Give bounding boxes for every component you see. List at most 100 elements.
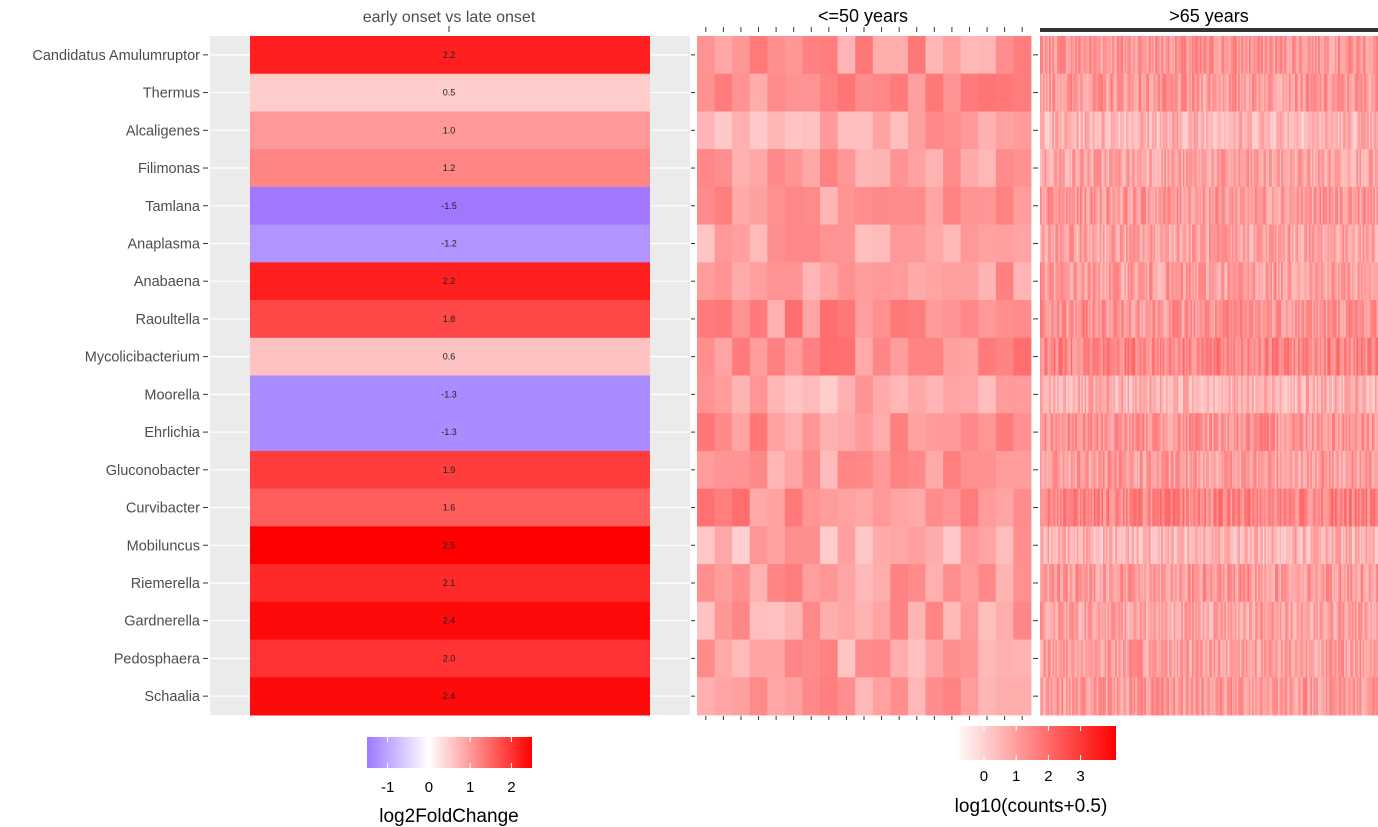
gt65-cell [1083, 111, 1085, 150]
gt65-cell [1141, 262, 1144, 301]
gt65-cell [1144, 73, 1147, 112]
le50-cell [749, 488, 768, 527]
le50-cell [943, 488, 962, 527]
gt65-cell [1295, 564, 1297, 603]
gt65-cell [1155, 149, 1158, 188]
gt65-cell [1205, 413, 1208, 452]
gt65-cell [1102, 677, 1105, 716]
gt65-cell [1204, 413, 1207, 452]
le50-cell [978, 262, 997, 301]
gt65-cell [1313, 564, 1316, 603]
gt65-cell [1219, 186, 1222, 226]
gt65-cell [1138, 186, 1141, 226]
gt65-cell [1233, 224, 1236, 263]
gt65-cell [1319, 375, 1322, 414]
gt65-cell [1169, 526, 1171, 565]
gt65-cell [1228, 73, 1231, 112]
gt65-cell [1367, 413, 1370, 452]
gt65-cell [1185, 111, 1188, 150]
gt65-cell [1370, 639, 1373, 678]
gt65-cell [1158, 337, 1161, 376]
gt65-cell [1221, 73, 1224, 112]
gt65-cell [1198, 149, 1201, 188]
gt65-cell [1271, 337, 1274, 376]
gt65-cell [1290, 601, 1293, 640]
gt65-cell [1353, 337, 1356, 376]
le50-cell [855, 526, 874, 565]
gt65-cell [1256, 526, 1259, 565]
gt65-cell [1112, 111, 1115, 150]
gt65-cell [1207, 186, 1210, 226]
gt65-cell [1170, 413, 1173, 452]
gt65-cell [1310, 36, 1313, 75]
gt65-cell [1233, 337, 1236, 376]
gt65-cell [1216, 300, 1219, 339]
gt65-cell [1153, 186, 1156, 226]
gt65-cell [1205, 111, 1208, 150]
gt65-cell [1318, 337, 1321, 376]
gt65-cell [1118, 73, 1121, 112]
gt65-cell [1241, 413, 1244, 452]
gt65-cell [1129, 564, 1132, 603]
gt65-ticks-dense [1040, 28, 1378, 32]
gt65-cell [1052, 413, 1055, 452]
gt65-cell [1350, 300, 1353, 339]
gt65-cell [1331, 601, 1334, 640]
gt65-cell [1182, 337, 1185, 376]
gt65-cell [1324, 73, 1327, 112]
gt65-cell [1296, 450, 1299, 490]
gt65-cell [1178, 375, 1181, 414]
gt65-cell [1086, 111, 1089, 150]
gt65-cell [1350, 36, 1353, 75]
gt65-cell [1210, 262, 1213, 301]
gt65-cell [1281, 36, 1284, 75]
gt65-cell [1190, 488, 1193, 527]
le50-cell [960, 639, 979, 678]
gt65-cell [1324, 639, 1327, 678]
gt65-cell [1122, 186, 1125, 226]
gt65-cell [1056, 601, 1059, 640]
gt65-cell [1192, 488, 1195, 527]
gt65-cell [1043, 413, 1046, 452]
gt65-cell [1293, 337, 1296, 376]
gt65-cell [1101, 300, 1104, 339]
gt65-cell [1169, 73, 1171, 112]
gt65-cell [1098, 601, 1101, 640]
le50-cell [890, 111, 909, 150]
gt65-cell [1247, 601, 1250, 640]
gt65-cell [1142, 375, 1145, 414]
le50-cell [820, 413, 839, 452]
gt65-cell [1232, 677, 1234, 716]
gt65-cell [1265, 111, 1268, 150]
gt65-cell [1330, 375, 1333, 414]
gt65-cell [1049, 36, 1052, 75]
gt65-cell [1049, 601, 1052, 640]
gt65-cell [1063, 186, 1065, 226]
gt65-cell [1098, 488, 1101, 527]
gt65-cell [1307, 450, 1310, 490]
gt65-cell [1325, 488, 1328, 527]
gt65-cell [1069, 36, 1072, 75]
gt65-cell [1138, 677, 1141, 716]
gt65-cell [1232, 337, 1234, 376]
gt65-cell [1096, 111, 1099, 150]
gt65-cell [1072, 601, 1075, 640]
gt65-cell [1293, 375, 1296, 414]
gt65-cell [1144, 488, 1147, 527]
row-label: Gluconobacter [106, 463, 200, 479]
gt65-cell [1281, 526, 1284, 565]
gt65-cell [1327, 186, 1330, 226]
gt65-cell [1113, 186, 1116, 226]
gt65-cell [1184, 73, 1187, 112]
gt65-cell [1344, 300, 1347, 339]
gt65-cell [1164, 413, 1167, 452]
gt65-cell [1212, 375, 1215, 414]
gt65-cell [1222, 564, 1225, 603]
gt65-cell [1267, 300, 1270, 339]
gt65-cell [1364, 413, 1367, 452]
gt65-cell [1195, 186, 1198, 226]
gt65-cell [1222, 36, 1225, 75]
gt65-cell [1327, 564, 1330, 603]
gt65-cell [1201, 488, 1204, 527]
gt65-cell [1096, 73, 1099, 112]
